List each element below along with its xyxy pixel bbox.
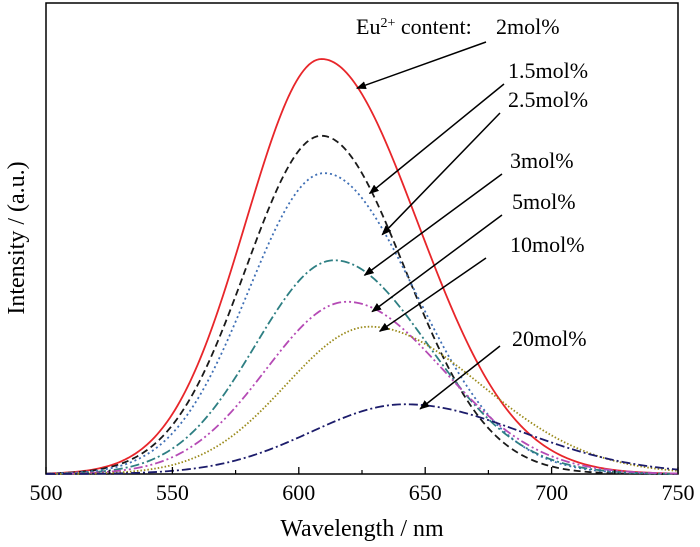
annotation-arrow — [363, 173, 503, 276]
annotation-label: 2mol% — [496, 14, 560, 39]
x-tick-label: 500 — [30, 480, 63, 505]
annotation-arrow — [356, 41, 487, 89]
x-tick-label: 700 — [535, 480, 568, 505]
legend-heading-sup: 2+ — [380, 16, 395, 31]
annotation-label: 2.5mol% — [508, 87, 588, 112]
annotation-layer: 2mol% 1.5mol% 2.5mol% 3mol% 5mol% 10mol% 20mol… — [356, 14, 588, 410]
annotation-label: 5mol% — [512, 189, 576, 214]
annotation-arrow — [381, 112, 501, 236]
x-axis-title: Wavelength / nm — [280, 516, 444, 542]
series-line-5molpct — [45, 300, 679, 475]
x-tick-label: 600 — [282, 480, 315, 505]
series-line-1-5molpct — [45, 134, 678, 475]
legend-heading-prefix: Eu — [356, 14, 380, 39]
series-line-10molpct — [45, 325, 679, 475]
series-layer — [45, 58, 679, 475]
x-tick-label: 750 — [662, 480, 695, 505]
annotation-label: 3mol% — [510, 148, 574, 173]
legend-heading-suffix: content: — [395, 14, 471, 39]
annotation-arrow — [419, 345, 501, 410]
x-axis-ticks: 500 550 600 650 700 750 — [30, 467, 695, 505]
annotation-arrow — [378, 257, 487, 332]
annotation-arrow — [368, 83, 505, 195]
annotation-arrow — [371, 214, 503, 313]
series-line-3molpct — [45, 259, 679, 475]
y-axis-title: Intensity / (a.u.) — [4, 161, 30, 314]
x-tick-label: 650 — [409, 480, 442, 505]
annotation-label: 20mol% — [512, 326, 587, 351]
series-line-2-5molpct — [45, 172, 679, 475]
annotation-label: 10mol% — [510, 232, 585, 257]
legend-heading: Eu2+ content: — [356, 14, 472, 39]
annotation-label: 1.5mol% — [508, 58, 588, 83]
series-line-20molpct — [45, 403, 679, 475]
series-line-2molpct — [45, 58, 679, 475]
x-tick-label: 550 — [156, 480, 189, 505]
